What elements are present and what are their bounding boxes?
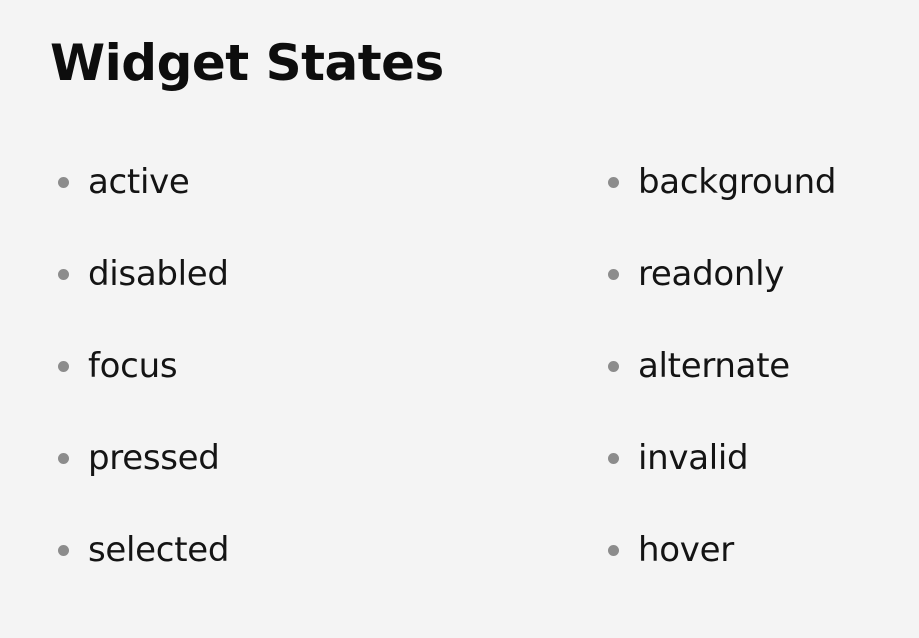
list-item-label: background (638, 162, 837, 202)
list-item: selected (58, 525, 229, 617)
slide-title: Widget States (50, 34, 444, 92)
list-item-label: active (88, 162, 190, 202)
bullet-icon (58, 177, 69, 188)
list-item: disabled (58, 249, 229, 341)
bullet-icon (58, 545, 69, 556)
list-item: alternate (608, 341, 836, 433)
list-item: background (608, 157, 836, 249)
list-item: readonly (608, 249, 836, 341)
bullet-icon (608, 361, 619, 372)
list-item: invalid (608, 433, 836, 525)
list-item-label: hover (638, 530, 734, 570)
list-item-label: focus (88, 346, 178, 386)
bullet-icon (608, 545, 619, 556)
list-item: pressed (58, 433, 229, 525)
right-bullet-list: background readonly alternate invalid ho… (608, 157, 836, 617)
list-item-label: selected (88, 530, 230, 570)
list-item-label: invalid (638, 438, 749, 478)
list-item-label: alternate (638, 346, 790, 386)
list-item: active (58, 157, 229, 249)
left-bullet-list: active disabled focus pressed selected (58, 157, 229, 617)
bullet-icon (608, 453, 619, 464)
bullet-icon (608, 177, 619, 188)
list-item-label: disabled (88, 254, 229, 294)
list-item-label: pressed (88, 438, 220, 478)
bullet-icon (58, 361, 69, 372)
bullet-icon (58, 269, 69, 280)
list-item-label: readonly (638, 254, 785, 294)
list-item: focus (58, 341, 229, 433)
bullet-icon (608, 269, 619, 280)
list-item: hover (608, 525, 836, 617)
bullet-icon (58, 453, 69, 464)
